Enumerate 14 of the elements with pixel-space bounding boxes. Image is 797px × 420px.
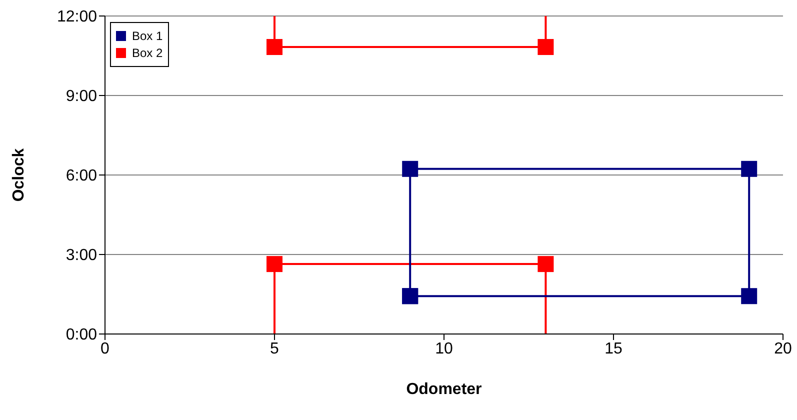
y-tick-label: 6:00: [66, 168, 98, 185]
legend-label: Box 2: [132, 46, 163, 60]
y-tick-label: 9:00: [66, 88, 98, 106]
y-axis-title: Oclock: [10, 148, 28, 202]
x-tick-label: 5: [270, 340, 280, 358]
x-tick-label: 15: [604, 340, 622, 358]
y-tick-label: 12:00: [56, 8, 98, 26]
x-tick-label: 10: [435, 340, 453, 358]
x-tick-label: 20: [774, 340, 792, 358]
x-tick-label: 0: [100, 340, 110, 358]
y-tick-label: 3:00: [66, 247, 98, 264]
y-tick-label: 0:00: [66, 326, 98, 344]
x-axis-title: Odometer: [406, 381, 482, 398]
legend-label: Box 1: [132, 29, 163, 43]
